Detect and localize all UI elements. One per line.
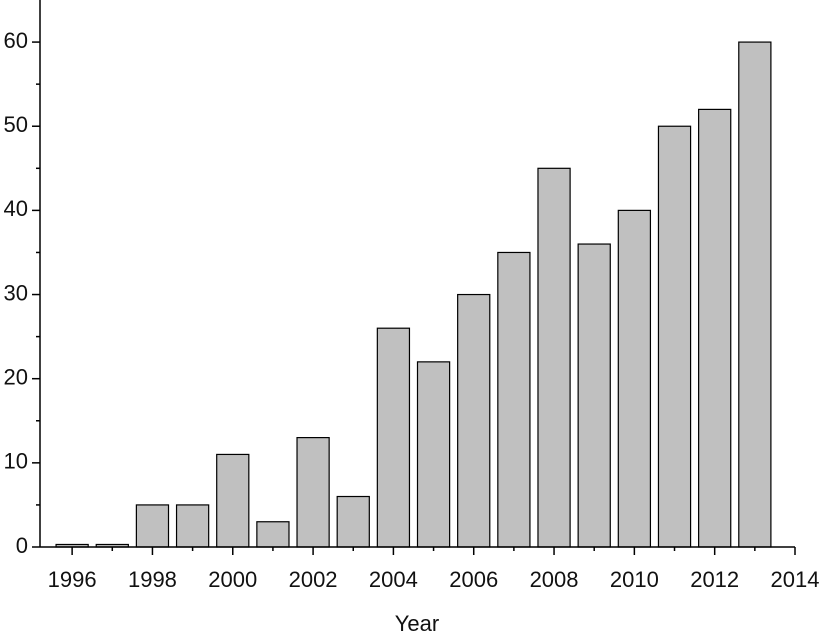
y-tick-label: 40	[4, 196, 28, 221]
x-tick-label: 1996	[48, 567, 97, 592]
x-tick-label: 2002	[289, 567, 338, 592]
y-tick-label: 10	[4, 449, 28, 474]
x-tick-label: 2006	[449, 567, 498, 592]
bar	[497, 251, 531, 548]
bar	[457, 293, 491, 548]
x-tick-label: 1998	[128, 567, 177, 592]
x-tick-label: 2010	[610, 567, 659, 592]
bar	[256, 521, 290, 548]
y-tick-label: 0	[16, 533, 28, 558]
y-tick-label: 30	[4, 280, 28, 305]
y-tick-label: 60	[4, 28, 28, 53]
bar	[738, 41, 772, 548]
x-axis-label: Year	[395, 611, 439, 636]
bar	[657, 125, 692, 548]
y-tick-label: 20	[4, 365, 28, 390]
bar	[416, 361, 451, 548]
bar	[336, 495, 370, 548]
bar	[216, 453, 250, 548]
bar	[175, 504, 210, 548]
bar	[376, 327, 411, 548]
x-tick-label: 2008	[530, 567, 579, 592]
bar	[296, 437, 330, 548]
bar	[577, 243, 611, 548]
x-tick-label: 2012	[690, 567, 739, 592]
bar	[617, 209, 652, 548]
x-tick-label: 2000	[208, 567, 257, 592]
bar	[537, 167, 571, 548]
x-tick-label: 2014	[771, 567, 820, 592]
x-tick-label: 2004	[369, 567, 418, 592]
bar	[135, 504, 170, 548]
bar	[698, 108, 732, 548]
y-tick-label: 50	[4, 112, 28, 137]
